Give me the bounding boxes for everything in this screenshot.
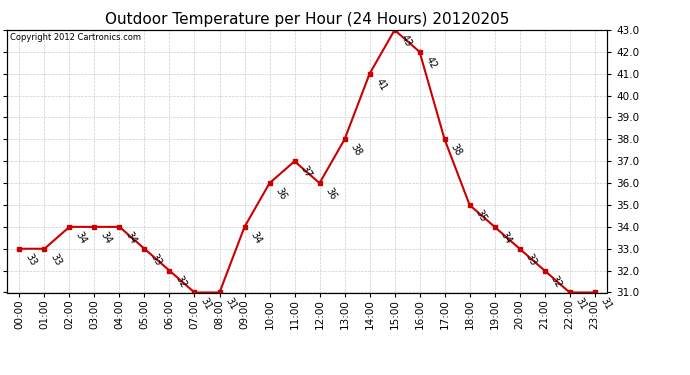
Text: 34: 34: [99, 230, 113, 246]
Text: 35: 35: [474, 208, 489, 224]
Text: 31: 31: [199, 296, 213, 311]
Text: 33: 33: [48, 252, 63, 267]
Text: 38: 38: [348, 142, 364, 158]
Text: 34: 34: [499, 230, 513, 246]
Text: 36: 36: [324, 186, 339, 202]
Text: 33: 33: [524, 252, 539, 267]
Text: 33: 33: [23, 252, 39, 267]
Text: 41: 41: [374, 77, 388, 92]
Text: 36: 36: [274, 186, 288, 202]
Title: Outdoor Temperature per Hour (24 Hours) 20120205: Outdoor Temperature per Hour (24 Hours) …: [105, 12, 509, 27]
Text: 33: 33: [148, 252, 164, 267]
Text: 31: 31: [599, 296, 613, 311]
Text: 37: 37: [299, 164, 313, 180]
Text: 31: 31: [574, 296, 589, 311]
Text: 34: 34: [248, 230, 264, 246]
Text: 34: 34: [74, 230, 88, 246]
Text: 42: 42: [424, 55, 439, 70]
Text: Copyright 2012 Cartronics.com: Copyright 2012 Cartronics.com: [10, 33, 141, 42]
Text: 34: 34: [124, 230, 139, 246]
Text: 43: 43: [399, 33, 413, 49]
Text: 31: 31: [224, 296, 239, 311]
Text: 38: 38: [448, 142, 464, 158]
Text: 32: 32: [174, 274, 188, 289]
Text: 32: 32: [549, 274, 564, 289]
